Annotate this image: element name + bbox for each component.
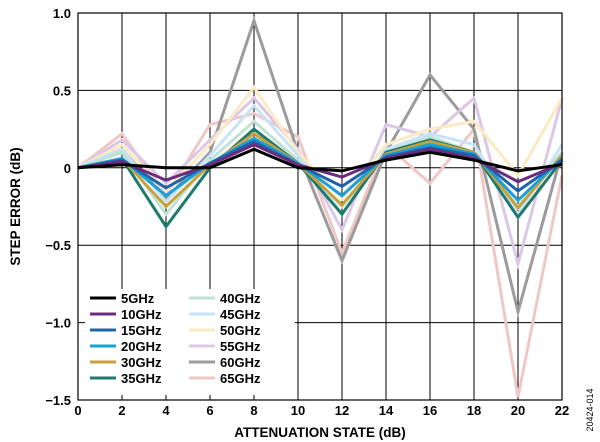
x-tick-label: 6 — [206, 403, 213, 418]
x-tick-label: 10 — [291, 403, 305, 418]
legend-label: 65GHz — [220, 371, 261, 386]
x-tick-label: 0 — [74, 403, 81, 418]
y-tick-label: 1.0 — [53, 6, 71, 21]
y-tick-label: 0.5 — [53, 83, 71, 98]
x-tick-label: 22 — [555, 403, 569, 418]
y-tick-labels: 1.0 0.5 0 −0.5 −1.0 −1.5 — [45, 6, 71, 408]
x-tick-label: 20 — [511, 403, 525, 418]
x-tick-label: 4 — [162, 403, 170, 418]
x-tick-label: 8 — [250, 403, 257, 418]
x-axis-label: ATTENUATION STATE (dB) — [234, 425, 405, 440]
y-axis-label: STEP ERROR (dB) — [8, 147, 23, 265]
legend-label: 55GHz — [220, 339, 261, 354]
y-tick-label: −0.5 — [45, 238, 71, 253]
legend-label: 35GHz — [121, 371, 162, 386]
x-tick-label: 18 — [467, 403, 481, 418]
x-tick-label: 12 — [335, 403, 349, 418]
legend-label: 5GHz — [121, 291, 155, 306]
series-layer — [77, 15, 564, 398]
x-tick-label: 2 — [118, 403, 125, 418]
legend-label: 20GHz — [121, 339, 162, 354]
legend-label: 40GHz — [220, 291, 261, 306]
legend-label: 45GHz — [220, 307, 261, 322]
x-tick-label: 14 — [379, 403, 394, 418]
x-tick-label: 16 — [423, 403, 437, 418]
plot-area-frame — [77, 12, 563, 401]
legend-label: 60GHz — [220, 355, 261, 370]
legend-label: 50GHz — [220, 323, 261, 338]
y-tick-label: −1.0 — [45, 316, 71, 331]
series-line-5GHz — [77, 147, 563, 173]
y-tick-label: −1.5 — [45, 393, 71, 408]
figure-id: 20424-014 — [585, 388, 595, 431]
y-tick-label: 0 — [64, 161, 71, 176]
x-tick-labels: 0 2 4 6 8 10 12 14 16 18 20 22 — [74, 403, 569, 418]
legend-label: 30GHz — [121, 355, 162, 370]
legend: 5GHz10GHz15GHz20GHz30GHz35GHz40GHz45GHz5… — [85, 289, 295, 395]
legend-label: 15GHz — [121, 323, 162, 338]
legend-label: 10GHz — [121, 307, 162, 322]
